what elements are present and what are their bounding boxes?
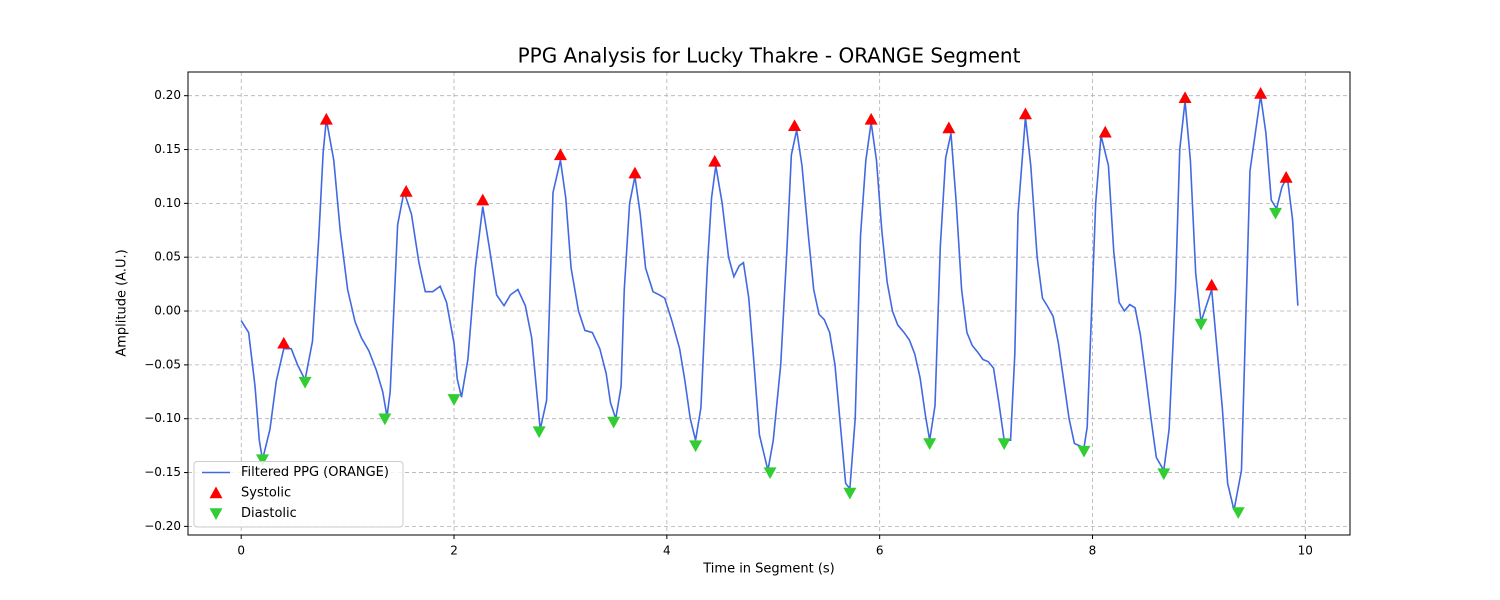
legend-label: Filtered PPG (ORANGE)	[241, 465, 389, 480]
diastolic-marker	[255, 454, 269, 467]
systolic-marker	[788, 119, 802, 132]
systolic-marker	[277, 336, 291, 349]
systolic-marker	[1178, 91, 1192, 104]
systolic-marker	[1254, 87, 1268, 99]
y-tick-label: −0.15	[144, 465, 181, 479]
diastolic-marker	[532, 426, 546, 439]
systolic-marker	[1205, 278, 1219, 291]
diastolic-marker	[843, 487, 857, 500]
systolic-marker	[319, 112, 333, 125]
systolic-marker	[399, 185, 413, 197]
y-tick-label: 0.10	[154, 196, 181, 210]
x-tick-label: 10	[1298, 544, 1313, 558]
systolic-marker	[476, 193, 490, 206]
legend-label: Systolic	[241, 486, 291, 501]
legend-swatch	[209, 486, 223, 499]
systolic-marker	[864, 112, 878, 125]
legend-label: Diastolic	[241, 506, 297, 521]
y-axis-label: Amplitude (A.U.)	[115, 249, 130, 356]
plot-frame	[187, 71, 1351, 536]
y-tick-label: 0.00	[154, 304, 181, 318]
legend-swatch	[209, 508, 223, 520]
x-tick-label: 0	[237, 544, 245, 558]
diastolic-marker	[763, 467, 777, 480]
x-tick-label: 8	[1089, 544, 1097, 558]
systolic-marker	[942, 121, 956, 134]
diastolic-marker	[1194, 318, 1208, 331]
diastolic-marker	[1077, 445, 1091, 458]
diastolic-marker	[447, 394, 461, 406]
ppg-line	[240, 95, 1299, 511]
diastolic-marker	[378, 413, 392, 426]
y-tick-label: 0.15	[154, 142, 181, 156]
diastolic-marker	[1157, 468, 1171, 481]
diastolic-marker	[1269, 207, 1283, 220]
systolic-marker	[708, 154, 722, 167]
y-tick-label: −0.10	[144, 411, 181, 425]
x-tick-label: 4	[663, 544, 671, 558]
x-tick-label: 2	[450, 544, 458, 558]
x-axis-label: Time in Segment (s)	[702, 562, 834, 577]
legend-box	[193, 461, 404, 528]
y-tick-label: −0.20	[144, 519, 181, 533]
legend: Filtered PPG (ORANGE) Systolic Diastolic	[193, 461, 404, 528]
y-tick-label: 0.05	[154, 250, 181, 264]
systolic-marker	[553, 148, 567, 161]
diastolic-marker	[1231, 507, 1245, 519]
chart-title: PPG Analysis for Lucky Thakre - ORANGE S…	[518, 44, 1021, 68]
y-tick-label: −0.05	[144, 357, 181, 371]
diastolic-marker	[689, 440, 703, 453]
diastolic-marker	[923, 438, 937, 450]
diastolic-marker	[298, 376, 312, 389]
y-tick-label: 0.20	[154, 88, 181, 102]
systolic-marker	[1018, 107, 1032, 120]
x-tick-label: 6	[876, 544, 884, 558]
systolic-marker	[628, 166, 642, 179]
diastolic-marker	[997, 438, 1011, 450]
systolic-marker	[1098, 125, 1112, 138]
diastolic-marker	[607, 416, 621, 429]
systolic-marker	[1279, 171, 1293, 183]
